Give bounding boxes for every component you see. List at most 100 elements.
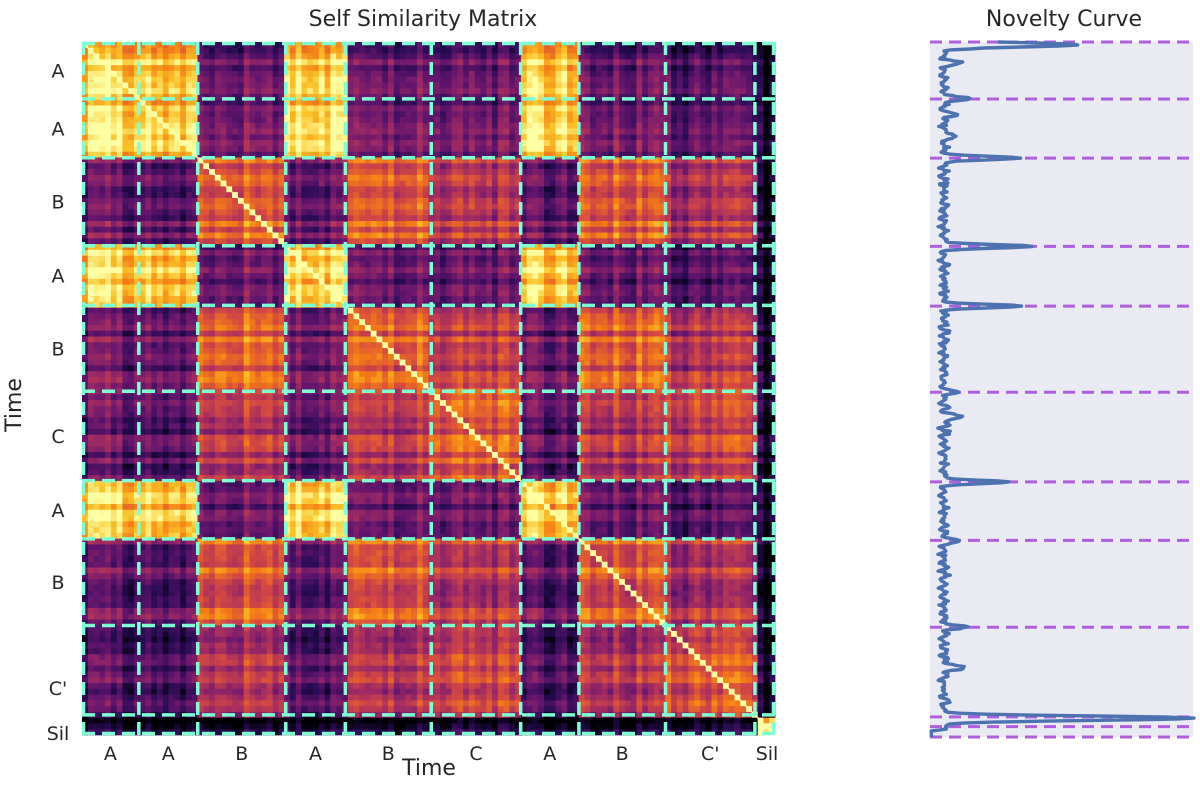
heatmap-cell	[555, 93, 562, 101]
heatmap-cell	[728, 226, 735, 233]
heatmap-cell	[561, 163, 568, 170]
heatmap-cell	[659, 70, 666, 78]
heatmap-cell	[162, 249, 169, 257]
heatmap-cell	[243, 105, 250, 112]
heatmap-cell	[168, 145, 175, 153]
heatmap-cell	[209, 197, 216, 205]
heatmap-cell	[174, 76, 181, 83]
heatmap-cell	[99, 82, 106, 89]
heatmap-cell	[405, 186, 412, 193]
heatmap-cell	[151, 278, 158, 285]
heatmap-cell	[411, 134, 418, 141]
heatmap-cell	[474, 186, 481, 193]
heatmap-cell	[133, 105, 141, 112]
heatmap-cell	[665, 186, 672, 193]
heatmap-cell	[301, 65, 308, 72]
heatmap-cell	[746, 88, 753, 95]
heatmap-cell	[416, 186, 424, 193]
heatmap-cell	[185, 65, 193, 72]
heatmap-cell	[151, 145, 158, 153]
heatmap-cell	[266, 267, 273, 274]
heatmap-cell	[480, 105, 487, 112]
heatmap-cell	[457, 261, 464, 268]
heatmap-cell	[157, 255, 164, 262]
heatmap-cell	[336, 47, 343, 54]
heatmap-cell	[157, 145, 164, 153]
heatmap-cell	[468, 59, 476, 66]
heatmap-cell	[607, 59, 614, 66]
heatmap-cell	[578, 186, 585, 193]
heatmap-cell	[295, 65, 302, 72]
heatmap-cell	[474, 117, 481, 124]
heatmap-cell	[266, 105, 273, 112]
heatmap-cell	[388, 186, 395, 193]
heatmap-cell	[595, 197, 603, 205]
heatmap-cell	[393, 42, 400, 49]
heatmap-cell	[295, 140, 302, 147]
heatmap-cell	[676, 59, 683, 66]
heatmap-cell	[688, 169, 695, 176]
heatmap-cell	[168, 192, 175, 199]
heatmap-cell	[347, 267, 354, 274]
heatmap-cell	[740, 238, 747, 245]
heatmap-cell	[203, 53, 210, 60]
heatmap-cell	[746, 111, 753, 118]
heatmap-cell	[318, 174, 325, 181]
heatmap-cell	[492, 226, 499, 233]
heatmap-cell	[364, 117, 372, 124]
heatmap-cell	[723, 215, 730, 222]
heatmap-cell	[128, 105, 135, 112]
heatmap-cell	[180, 249, 187, 257]
heatmap-cell	[237, 186, 245, 193]
heatmap-cell	[364, 249, 372, 257]
heatmap-cell	[682, 65, 689, 72]
heatmap-cell	[110, 88, 118, 95]
heatmap-cell	[474, 93, 481, 101]
heatmap-cell	[318, 105, 325, 112]
heatmap-cell	[168, 267, 175, 274]
heatmap-cell	[220, 278, 227, 285]
heatmap-cell	[757, 47, 764, 54]
heatmap-cell	[122, 128, 129, 135]
heatmap-cell	[717, 221, 724, 228]
heatmap-cell	[422, 232, 429, 239]
heatmap-cell	[463, 105, 470, 112]
heatmap-cell	[388, 111, 395, 118]
heatmap-cell	[567, 70, 574, 78]
heatmap-cell	[364, 209, 372, 216]
heatmap-cell	[671, 163, 678, 170]
heatmap-cell	[555, 65, 562, 72]
heatmap-cell	[295, 203, 302, 210]
heatmap-cell	[151, 59, 158, 66]
heatmap-cell	[191, 47, 198, 54]
heatmap-cell	[711, 53, 718, 60]
heatmap-cell	[457, 221, 464, 228]
heatmap-cell	[324, 134, 331, 141]
heatmap-cell	[659, 192, 666, 199]
heatmap-cell	[572, 232, 580, 239]
heatmap-cell	[728, 186, 735, 193]
heatmap-cell	[364, 203, 372, 210]
heatmap-cell	[295, 232, 302, 239]
heatmap-cell	[538, 209, 545, 216]
heatmap-cell	[266, 186, 273, 193]
heatmap-cell	[665, 111, 672, 118]
heatmap-cell	[168, 249, 175, 257]
heatmap-cell	[515, 59, 522, 66]
heatmap-cell	[249, 249, 256, 257]
heatmap-cell	[549, 180, 556, 187]
heatmap-cell	[370, 93, 377, 101]
heatmap-cell	[364, 122, 372, 129]
heatmap-cell	[370, 174, 377, 181]
heatmap-cell	[734, 244, 741, 251]
heatmap-cell	[440, 226, 447, 233]
heatmap-cell	[480, 273, 487, 280]
heatmap-cell	[209, 226, 216, 233]
heatmap-cell	[757, 273, 764, 280]
heatmap-cell	[613, 42, 620, 49]
heatmap-cell	[203, 134, 210, 141]
heatmap-cell	[619, 99, 626, 106]
heatmap-cell	[474, 261, 481, 268]
heatmap-cell	[544, 70, 551, 78]
heatmap-cell	[289, 273, 297, 280]
